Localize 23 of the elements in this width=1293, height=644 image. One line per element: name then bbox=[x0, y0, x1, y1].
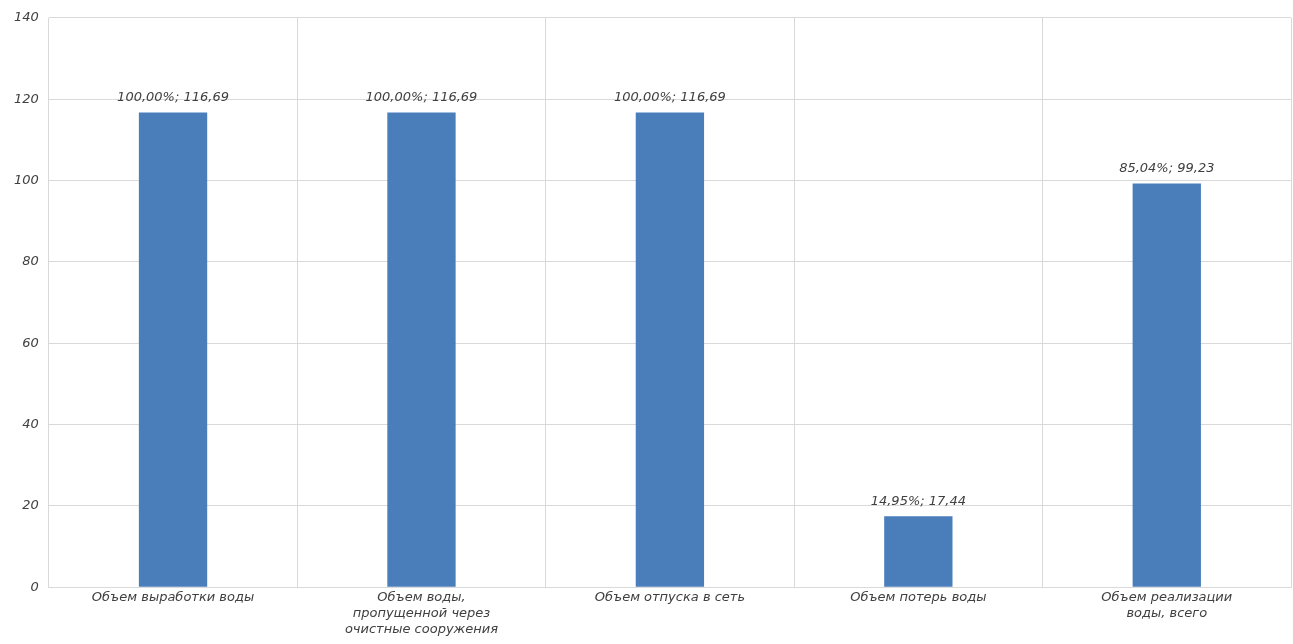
x-tick-label: Объем потерь воды bbox=[850, 589, 987, 605]
x-tick-label: Объем выработки воды bbox=[91, 589, 255, 605]
y-tick-label: 60 bbox=[22, 334, 39, 350]
y-tick-label: 20 bbox=[22, 497, 39, 513]
x-tick-label: Объем воды, пропущенной через очистные сооружения bbox=[344, 589, 499, 636]
bar bbox=[138, 112, 208, 587]
y-tick-label: 100 bbox=[13, 171, 39, 187]
bar bbox=[387, 112, 456, 587]
data-label: 100,00%; 116,69 bbox=[117, 89, 229, 105]
bar bbox=[1132, 183, 1201, 587]
y-tick-label: 120 bbox=[13, 90, 39, 106]
y-tick-label: 40 bbox=[22, 415, 39, 431]
bar bbox=[884, 516, 953, 587]
x-tick-label: Объем отпуска в сеть bbox=[594, 589, 746, 605]
data-label: 100,00%; 116,69 bbox=[613, 89, 726, 105]
data-label: 14,95%; 17,44 bbox=[870, 493, 966, 509]
y-tick-label: 140 bbox=[13, 9, 39, 25]
x-tick-label: Объем реализации воды, всего bbox=[1101, 589, 1233, 620]
bar bbox=[635, 112, 705, 587]
y-tick-label: 80 bbox=[22, 253, 39, 269]
data-label: 85,04%; 99,23 bbox=[1119, 160, 1215, 176]
data-label: 100,00%; 116,69 bbox=[365, 89, 478, 105]
y-tick-label: 0 bbox=[30, 578, 39, 594]
